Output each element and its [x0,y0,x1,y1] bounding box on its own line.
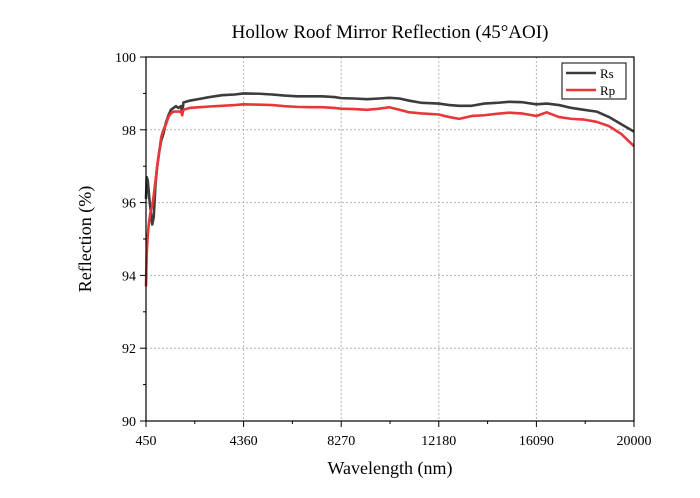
y-tick-label: 94 [122,269,136,284]
plot-area: 450 4360 8270 12180 16090 20000 90 92 94 96 98 100 [115,51,652,449]
y-tick-label: 96 [122,197,136,212]
plot-frame [145,56,635,422]
x-tick-label: 16090 [519,434,554,449]
x-axis-title: Wavelength (nm) [327,458,452,479]
legend-label-rs: Rs [600,66,614,81]
x-tick-label: 8270 [327,434,355,449]
legend-box [561,62,627,100]
y-tick-label: 100 [115,51,136,66]
y-axis-title: Reflection (%) [75,186,96,292]
x-tick-label: 4360 [230,434,258,449]
y-tick-label: 98 [122,124,136,139]
chart-title: Hollow Roof Mirror Reflection (45°AOI) [232,22,549,43]
y-tick-label: 92 [122,342,136,357]
series-layer [144,92,635,287]
legend-label-rp: Rp [600,83,615,98]
series-line-rp [144,103,635,287]
x-tick-label: 20000 [617,434,652,449]
axis-ticks: 450 4360 8270 12180 16090 20000 90 92 94 96 98 100 [115,51,652,449]
series-line-rs [144,92,635,226]
legend: Rs Rp [561,62,627,100]
x-tick-label: 12180 [421,434,456,449]
grid [146,57,634,421]
y-tick-label: 90 [122,415,136,430]
x-tick-label: 450 [136,434,157,449]
